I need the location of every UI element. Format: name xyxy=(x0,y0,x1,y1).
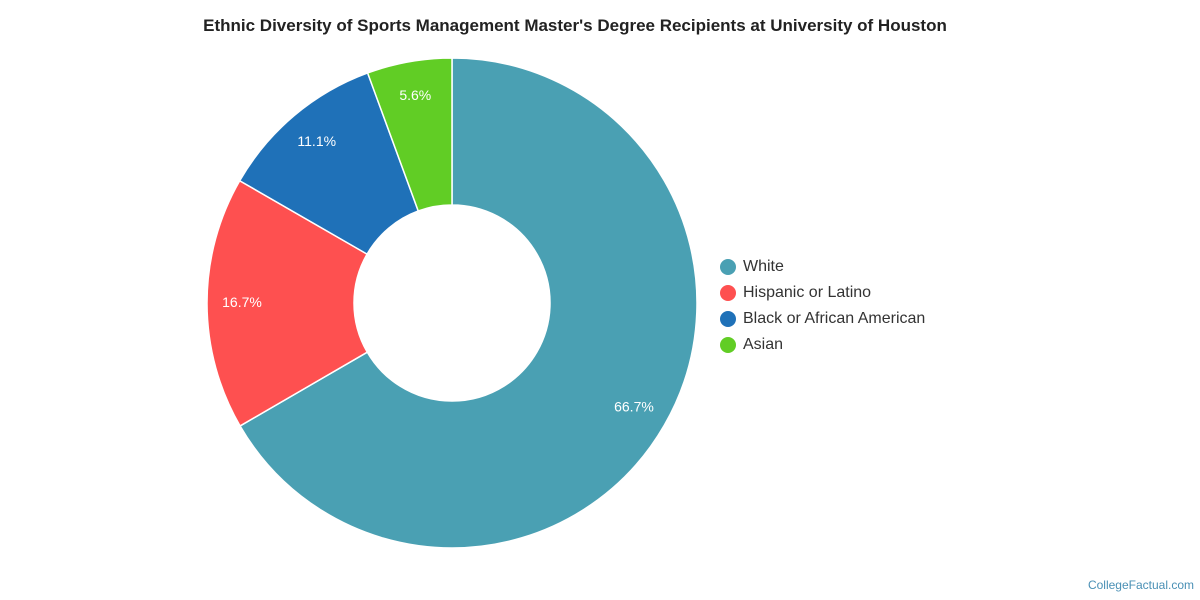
slice-asian[interactable] xyxy=(366,57,453,212)
chart-title: Ethnic Diversity of Sports Management Ma… xyxy=(203,16,947,35)
slice-black-or-african-american[interactable] xyxy=(238,72,420,256)
data-label-black-or-african-american: 11.1% xyxy=(297,133,336,149)
legend-swatch xyxy=(720,311,736,327)
data-label-asian: 5.6% xyxy=(399,87,431,103)
data-label-hispanic-or-latino: 16.7% xyxy=(222,294,262,310)
data-labels-group: 66.7% 16.7% 11.1% 5.6% xyxy=(222,87,654,415)
legend-swatch xyxy=(720,285,736,301)
credit-link[interactable]: CollegeFactual.com xyxy=(1087,578,1194,592)
legend: White Hispanic or Latino Black or African … xyxy=(720,254,925,358)
legend-item-asian[interactable]: Asian xyxy=(720,332,925,358)
slice-hispanic-or-latino[interactable] xyxy=(206,179,369,427)
legend-item-black-or-african-american[interactable]: Black or African American xyxy=(720,306,925,332)
legend-label: White xyxy=(743,258,784,275)
slices-group xyxy=(206,57,698,549)
legend-item-hispanic-or-latino[interactable]: Hispanic or Latino xyxy=(720,280,925,306)
slice-white[interactable] xyxy=(239,57,698,549)
legend-swatch xyxy=(720,337,736,353)
legend-label: Hispanic or Latino xyxy=(743,284,872,301)
legend-swatch xyxy=(720,259,736,275)
legend-item-white[interactable]: White xyxy=(720,254,925,280)
legend-label: Black or African American xyxy=(743,310,926,327)
legend-label: Asian xyxy=(743,336,784,353)
data-label-white: 66.7% xyxy=(614,399,654,415)
